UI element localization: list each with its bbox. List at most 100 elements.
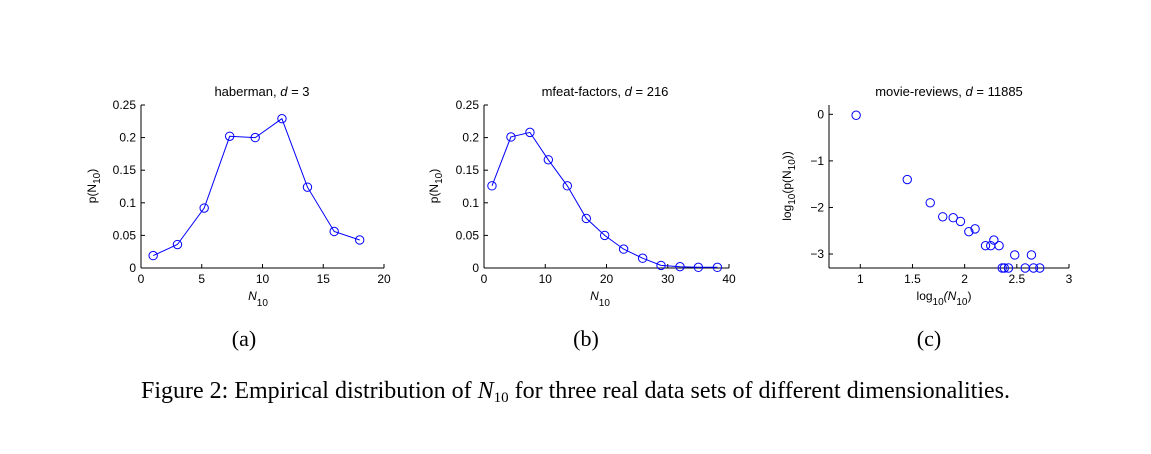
panel-b-markers	[487, 127, 723, 273]
caption-var: N	[477, 378, 494, 404]
panel-b-x-tick-label: 0	[481, 272, 488, 286]
panel-a-y-tick-label: 0.05	[113, 228, 137, 242]
panel-b-data-point	[618, 244, 629, 254]
panel-b-x-tick-label: 10	[539, 272, 553, 286]
panel-a-x-tick-label: 10	[256, 272, 270, 286]
panel-a-data-point	[329, 226, 339, 237]
panel-b-data-point	[656, 260, 666, 271]
panel-c-data-point	[980, 240, 991, 251]
panel-a-y-tick-label: 0.25	[113, 98, 137, 112]
panel-a-x-tick-label: 20	[377, 272, 391, 286]
panel-b-y-tick-label: 0.05	[456, 228, 480, 242]
panel-c-data-point	[938, 212, 948, 222]
panel-a-y-tick-label: 0.15	[113, 163, 137, 177]
panel-c-title: movie-reviews, d = 11885	[875, 84, 1023, 99]
panel-c-y-tick-label: −2	[810, 200, 824, 214]
panel-b-data-point	[599, 230, 610, 241]
panel-b-data-point	[543, 155, 554, 165]
panel-c-data-point	[964, 226, 974, 237]
panel-c-markers	[851, 110, 1045, 273]
panel-a-data-point	[148, 250, 158, 261]
panel-c-y-tick-label: −3	[810, 247, 824, 261]
panel-c: movie-reviews, d = 11885 1 1.5 2 2.5 3 −3 −2 −1…	[780, 84, 1073, 351]
panel-c-data-point	[851, 110, 861, 120]
panel-c-y-axis-label: log10(p(N10))	[780, 151, 798, 221]
panel-b-label: (b)	[573, 326, 599, 351]
panel-b-ticks: 0 10 20 30 40 0 0.05 0.1 0.15 0.2 0.25	[456, 98, 736, 286]
panel-b-y-tick-label: 0.2	[462, 131, 479, 145]
panel-a-data-point	[355, 235, 365, 245]
panel-b-data-point	[693, 262, 704, 273]
panel-c-data-point	[1028, 263, 1039, 273]
panel-b-y-tick-label: 0.25	[456, 98, 480, 112]
panel-b-y-tick-label: 0	[472, 261, 479, 275]
panel-c-data-point	[1010, 250, 1020, 260]
panel-b-x-tick-label: 30	[661, 272, 675, 286]
panel-b-data-point	[675, 261, 685, 272]
panel-a-y-tick-label: 0.1	[119, 196, 136, 210]
panel-a: haberman, d = 3 0 5 10 15 2000.050.10.150.20…	[85, 84, 391, 351]
panel-b-data-point	[525, 127, 535, 138]
panel-c-data-point	[955, 216, 966, 227]
panel-c-data-point	[999, 263, 1010, 273]
panel-b-data-point	[487, 181, 497, 191]
panel-c-y-tick-label: −1	[810, 154, 824, 168]
figure-panels: haberman, d = 3 0 5 10 15 2000.050.10.150.20…	[85, 84, 1073, 351]
panel-b-y-tick-label: 0.1	[462, 196, 479, 210]
caption-var-sub: 10	[493, 390, 509, 406]
panel-c-x-tick-label: 1.5	[904, 272, 921, 286]
panel-c-data-point	[1003, 263, 1014, 273]
panel-b-data-point	[562, 181, 572, 191]
panel-b-data-point	[712, 262, 723, 273]
panel-b-data-point	[581, 213, 591, 224]
panel-c-x-tick-label: 2.5	[1008, 272, 1025, 286]
panel-c-x-tick-label: 2	[961, 272, 968, 286]
panel-c-data-point	[948, 213, 958, 223]
panel-a-data-point	[277, 113, 287, 124]
panel-a-y-tick-label: 0	[129, 261, 136, 275]
panel-b-title: mfeat-factors, d = 216	[542, 84, 669, 99]
panel-a-x-tick-label: 5	[198, 272, 205, 286]
caption-prefix: Figure 2: Empirical distribution of	[140, 378, 478, 404]
panel-b: mfeat-factors, d = 216 0 10 20 30 40 0 0.05 0.1…	[427, 84, 736, 351]
panel-b-series-line	[491, 131, 718, 268]
panel-b-data-point	[637, 253, 648, 263]
panel-a-x-tick-label: 0	[138, 272, 145, 286]
panel-a-plot-area	[141, 105, 384, 268]
panel-c-data-point	[970, 224, 980, 234]
panel-a-x-tick-label: 15	[317, 272, 331, 286]
panel-c-x-tick-label: 1	[857, 272, 864, 286]
panel-a-title: haberman, d = 3	[214, 84, 309, 99]
panel-b-x-tick-label: 40	[722, 272, 736, 286]
panel-a-data-point	[199, 203, 209, 213]
panel-a-data-point	[172, 239, 183, 250]
panel-a-y-tick-label: 0.2	[119, 131, 136, 145]
panel-a-y-axis-label: p(N10)	[85, 169, 103, 203]
panel-a-data-point	[224, 131, 235, 141]
panel-c-y-tick-label: 0	[817, 107, 824, 121]
caption-suffix: for three real data sets of different di…	[508, 378, 1010, 404]
panel-a-x-axis-label: N10	[248, 289, 268, 309]
panel-b-y-tick-label: 0.15	[456, 163, 480, 177]
panel-a-series-line	[152, 117, 360, 257]
panel-a-label: (a)	[232, 326, 256, 351]
panel-b-y-axis-label: p(N10)	[427, 169, 445, 203]
panel-c-x-tick-label: 3	[1066, 272, 1073, 286]
panel-c-data-point	[925, 198, 935, 208]
figure-caption: Figure 2: Empirical distribution of N10 …	[0, 378, 1151, 407]
panel-b-x-axis-label: N10	[590, 289, 610, 309]
panel-c-data-point	[994, 240, 1004, 251]
panel-c-data-point	[1026, 250, 1037, 260]
panel-c-label: (c)	[917, 326, 941, 351]
panel-a-data-point	[302, 182, 313, 192]
panel-c-x-axis-label: log10(N10)	[917, 289, 972, 308]
panel-a-ticks: 0 5 10 15 20 0 0.05 0.1 0.15 0.2 0.25	[113, 98, 391, 286]
panel-b-data-point	[506, 132, 516, 142]
panel-c-data-point	[1035, 263, 1045, 273]
panel-b-x-tick-label: 20	[600, 272, 614, 286]
panel-a-data-point	[250, 132, 260, 143]
panel-c-data-point	[989, 235, 999, 245]
panel-c-ticks: 1 1.5 2 2.5 3 −3 −2 −1 0	[810, 107, 1072, 286]
panel-a-markers	[148, 113, 365, 261]
panel-c-data-point	[902, 174, 912, 185]
